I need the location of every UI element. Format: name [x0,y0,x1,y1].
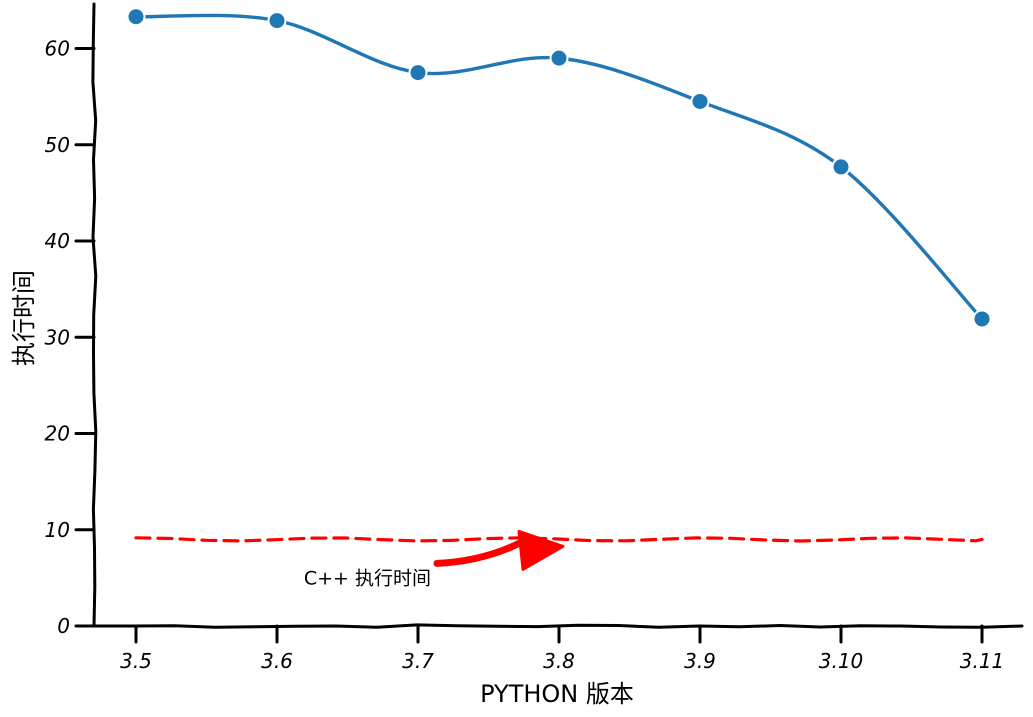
y-axis-line [91,2,98,628]
x-tick-label: 3.11 [960,649,1005,673]
data-point [410,65,426,81]
axes: 0 10 20 30 40 50 60 3.5 3.6 3.7 3.8 3.9 3.10 3.11 [45,2,1024,673]
reference-line-group [134,536,984,543]
y-axis-label: 执行时间 [10,270,38,366]
x-axis-label: PYTHON 版本 [480,680,634,708]
annotation-arrow-head [517,529,565,571]
x-tick-label: 3.9 [684,649,716,673]
x-tick-label: 3.10 [819,649,864,673]
reference-line [134,536,984,543]
annotation-group: C++ 执行时间 [304,529,565,589]
data-point [551,50,567,66]
x-tick-label: 3.5 [120,649,152,673]
y-tick-label: 50 [45,133,70,157]
x-tick-label: 3.7 [402,649,434,673]
data-point [692,93,708,109]
y-tick-label: 0 [57,614,70,638]
y-tick-label: 20 [45,422,70,446]
x-tick-label: 3.6 [261,649,293,673]
y-tick-label: 40 [45,229,70,253]
data-point [833,159,849,175]
y-tick-label: 10 [45,518,70,542]
series-group [126,7,992,329]
annotation-arrow-shaft [433,539,523,567]
data-point [974,311,990,327]
y-tick-label: 30 [45,325,70,349]
y-tick-label: 60 [45,37,70,61]
data-point [128,9,144,25]
x-tick-label: 3.8 [543,649,575,673]
data-point [269,13,285,29]
annotation-label: C++ 执行时间 [304,567,431,589]
